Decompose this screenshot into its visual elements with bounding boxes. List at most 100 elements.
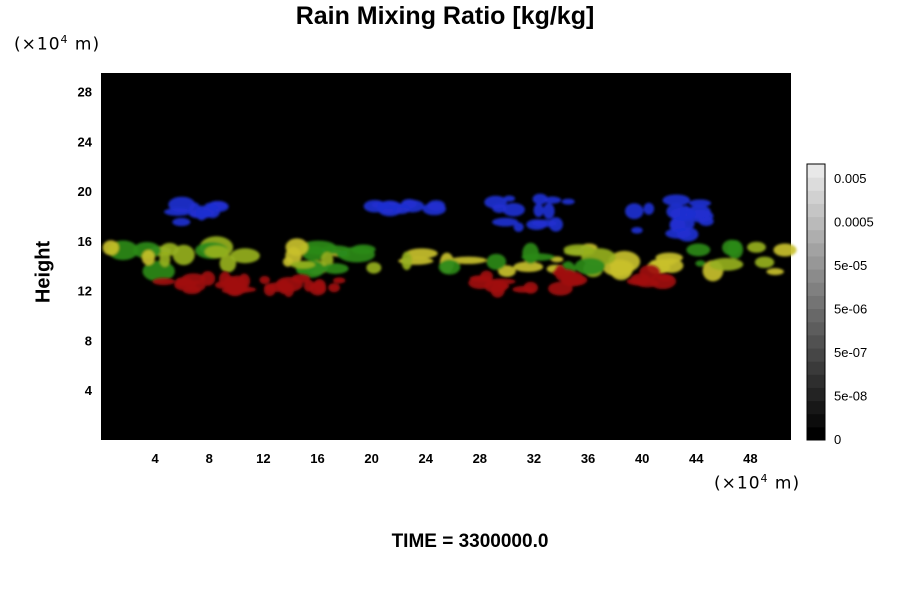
feature-lower: [152, 271, 346, 298]
feature-blob: [275, 276, 303, 292]
feature-blob: [377, 200, 403, 217]
colorbar-segment: [807, 374, 825, 388]
x-unit-suffix: m): [768, 473, 801, 494]
feature-blob: [695, 260, 706, 267]
feature-blob: [301, 245, 327, 261]
feature-blob: [290, 260, 316, 269]
colorbar-segment: [807, 308, 825, 323]
feature-blob: [336, 250, 350, 259]
feature-blob: [625, 203, 644, 220]
feature-blob: [523, 281, 538, 294]
feature-blob: [164, 207, 192, 216]
colorbar-segment: [807, 190, 825, 204]
feature-upper: [363, 198, 447, 217]
feature-blob: [643, 202, 655, 215]
feature-blob: [574, 257, 606, 275]
feature-blob: [533, 203, 544, 218]
feature-blob: [563, 244, 595, 255]
colorbar-segment: [807, 203, 825, 218]
feature-blob: [513, 222, 524, 232]
colorbar-segment: [807, 321, 825, 336]
y-axis-ticks: 4 8 12 16 20 24 28: [78, 85, 93, 399]
feature-blob: [405, 248, 438, 259]
colorbar-label: 5e-05: [834, 258, 867, 273]
feature-blob: [172, 217, 191, 227]
feature-blob: [513, 261, 544, 273]
feature-blob: [172, 244, 195, 266]
feature-blob: [313, 279, 326, 293]
x-tick-label: 36: [581, 451, 595, 466]
colorbar: 0.005 0.0005 5e-05 5e-06 5e-07 5e-08 0: [806, 163, 874, 447]
colorbar-segment: [807, 282, 825, 296]
y-tick-label: 8: [85, 333, 92, 348]
feature-blob: [498, 265, 516, 277]
feature-blob: [141, 249, 155, 266]
colorbar-label: 5e-07: [834, 345, 867, 360]
colorbar-label: 0.0005: [834, 215, 874, 230]
feature-upper: [484, 193, 575, 232]
feature-blob: [152, 277, 175, 286]
colorbar-segment: [807, 164, 825, 178]
colorbar-segment: [807, 413, 825, 428]
colorbar-label: 5e-08: [834, 389, 867, 404]
feature-blob: [450, 256, 487, 265]
y-tick-label: 20: [78, 184, 92, 199]
feature-blob: [555, 264, 566, 281]
feature-blob: [662, 194, 691, 206]
field-features: [102, 193, 797, 298]
feature-blob: [333, 277, 346, 284]
feature-blob: [727, 240, 744, 259]
y-unit-exponent: 4: [60, 33, 69, 46]
feature-blob: [531, 219, 557, 227]
feature-blob: [224, 280, 246, 297]
colorbar-segment: [807, 361, 825, 375]
colorbar-segment: [807, 256, 825, 270]
feature-blob: [560, 274, 588, 286]
feature-blob: [366, 262, 382, 274]
time-label: TIME = 3300000.0: [391, 531, 549, 552]
feature-upper: [625, 194, 714, 242]
feature-middle: [102, 236, 797, 282]
y-tick-label: 16: [78, 234, 92, 249]
feature-blob: [401, 251, 412, 271]
x-axis-ticks: 4 8 12 16 20 24 28 32 36 40 44 48: [152, 451, 758, 466]
x-tick-label: 48: [743, 451, 757, 466]
feature-blob: [686, 243, 711, 257]
y-unit-prefix: (×10: [14, 34, 61, 55]
x-unit-exponent: 4: [760, 472, 769, 485]
colorbar-border: [806, 163, 826, 441]
feature-blob: [351, 244, 376, 255]
feature-blob: [766, 268, 784, 276]
feature-blob: [438, 259, 461, 275]
feature-blob: [422, 202, 447, 216]
feature-blob: [204, 245, 229, 259]
colorbar-segment: [807, 387, 825, 402]
feature-upper: [164, 196, 229, 227]
feature-blob: [189, 202, 201, 218]
feature-blob: [631, 226, 643, 234]
colorbar-label: 0: [834, 432, 841, 447]
feature-blob: [532, 193, 548, 205]
x-tick-label: 32: [527, 451, 541, 466]
x-tick-label: 24: [418, 451, 433, 466]
y-axis-unit-label: (×104 m): [14, 33, 100, 55]
feature-blob: [561, 198, 575, 205]
feature-lower: [626, 265, 677, 290]
feature-blob: [543, 196, 562, 204]
feature-blob: [676, 227, 699, 242]
feature-blob: [200, 271, 216, 286]
feature-blob: [202, 202, 216, 217]
x-tick-label: 28: [473, 451, 487, 466]
colorbar-segment: [807, 400, 825, 415]
feature-blob: [773, 243, 797, 257]
feature-blob: [603, 259, 635, 277]
colorbar-segment: [807, 295, 825, 310]
colorbar-label: 0.005: [834, 171, 867, 186]
feature-blob: [657, 274, 674, 282]
feature-blob: [182, 286, 201, 295]
feature-blob: [754, 256, 775, 269]
feature-blob: [670, 207, 696, 221]
x-tick-label: 40: [635, 451, 649, 466]
feature-blob: [688, 199, 712, 208]
colorbar-label: 5e-06: [834, 302, 867, 317]
